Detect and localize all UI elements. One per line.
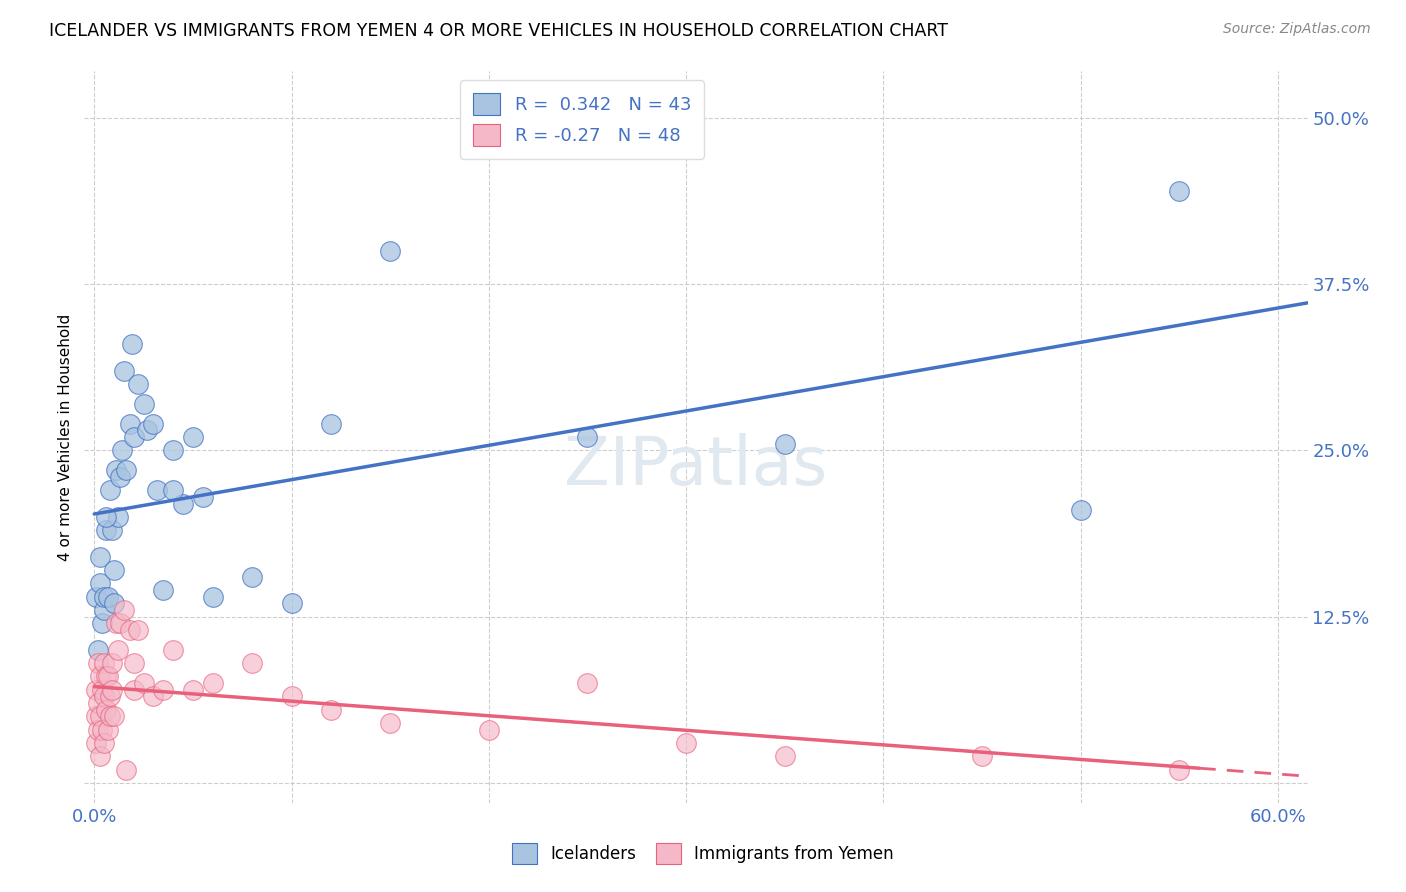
Point (94, 703, 117, 717)
Point (84, 736, 107, 750)
Point (181, 430, 204, 444)
Point (576, 676, 599, 690)
Point (152, 682, 174, 697)
Point (89, 709, 111, 723)
Point (162, 443, 184, 458)
Point (103, 563, 125, 577)
Point (1168, 763, 1191, 777)
Point (132, 397, 155, 411)
Point (84, 590, 107, 604)
Point (478, 723, 501, 737)
Point (103, 596, 125, 610)
Point (98, 690, 121, 704)
Text: ICELANDER VS IMMIGRANTS FROM YEMEN 4 OR MORE VEHICLES IN HOUSEHOLD CORRELATION C: ICELANDER VS IMMIGRANTS FROM YEMEN 4 OR … (49, 22, 948, 40)
Point (112, 603, 135, 617)
Point (240, 570, 263, 584)
Point (93, 736, 115, 750)
Point (94, 523, 117, 537)
Point (172, 497, 194, 511)
Point (103, 709, 125, 723)
Point (146, 483, 169, 498)
Y-axis label: 4 or more Vehicles in Household: 4 or more Vehicles in Household (58, 313, 73, 561)
Point (89, 549, 111, 564)
Point (93, 590, 115, 604)
Point (101, 656, 124, 670)
Point (98, 483, 121, 498)
Point (104, 463, 127, 477)
Legend: R =  0.342   N = 43, R = -0.27   N = 48: R = 0.342 N = 43, R = -0.27 N = 48 (460, 80, 703, 159)
Point (127, 623, 149, 637)
Point (107, 509, 129, 524)
Point (87, 656, 110, 670)
Point (122, 682, 145, 697)
Point (380, 716, 402, 731)
Point (84, 682, 107, 697)
Point (87, 723, 110, 737)
Point (773, 436, 796, 450)
Point (104, 616, 127, 631)
Point (97, 723, 120, 737)
Point (576, 430, 599, 444)
Point (773, 749, 796, 764)
Point (122, 656, 145, 670)
Point (93, 603, 115, 617)
Point (1168, 184, 1191, 198)
Point (118, 417, 141, 431)
Point (142, 690, 165, 704)
Point (114, 763, 136, 777)
Point (94, 509, 117, 524)
Point (380, 244, 402, 258)
Point (91, 682, 114, 697)
Point (319, 417, 342, 431)
Point (89, 749, 111, 764)
Point (87, 696, 110, 710)
Point (93, 656, 115, 670)
Point (91, 723, 114, 737)
Point (675, 736, 697, 750)
Point (97, 590, 120, 604)
Point (280, 596, 302, 610)
Point (152, 582, 174, 597)
Text: Source: ZipAtlas.com: Source: ZipAtlas.com (1223, 22, 1371, 37)
Point (136, 424, 159, 438)
Point (107, 643, 129, 657)
Point (108, 470, 131, 484)
Point (87, 643, 110, 657)
Point (201, 590, 224, 604)
Point (98, 709, 121, 723)
Point (118, 623, 141, 637)
Point (114, 463, 136, 477)
Point (84, 709, 107, 723)
Point (142, 417, 165, 431)
Point (112, 363, 135, 377)
Point (162, 643, 184, 657)
Legend: Icelanders, Immigrants from Yemen: Icelanders, Immigrants from Yemen (505, 837, 901, 871)
Point (240, 656, 263, 670)
Point (89, 576, 111, 591)
Point (101, 682, 124, 697)
Point (970, 749, 993, 764)
Point (93, 690, 115, 704)
Point (121, 337, 143, 351)
Point (127, 376, 149, 391)
Point (94, 669, 117, 683)
Point (89, 669, 111, 683)
Point (108, 616, 131, 631)
Point (280, 690, 302, 704)
Point (191, 490, 214, 504)
Point (91, 616, 114, 631)
Point (97, 669, 120, 683)
Point (319, 703, 342, 717)
Point (181, 682, 204, 697)
Point (162, 483, 184, 498)
Point (201, 676, 224, 690)
Point (111, 443, 134, 458)
Text: ZIPatlas: ZIPatlas (564, 434, 828, 500)
Point (122, 430, 145, 444)
Point (101, 523, 124, 537)
Point (132, 676, 155, 690)
Point (1070, 503, 1092, 517)
